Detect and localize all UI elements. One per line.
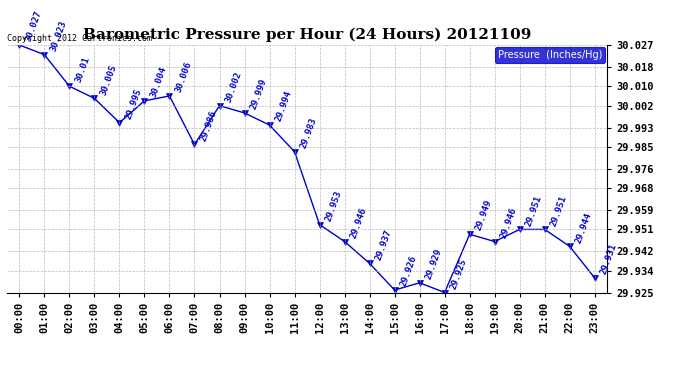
Text: 29.931: 29.931	[599, 242, 618, 276]
Title: Barometric Pressure per Hour (24 Hours) 20121109: Barometric Pressure per Hour (24 Hours) …	[83, 28, 531, 42]
Text: 30.002: 30.002	[224, 70, 243, 104]
Text: 29.946: 29.946	[499, 206, 518, 239]
Text: 30.004: 30.004	[148, 65, 168, 99]
Text: 29.951: 29.951	[524, 194, 543, 227]
Text: 29.949: 29.949	[474, 199, 493, 232]
Text: 30.01: 30.01	[74, 56, 91, 84]
Text: 29.929: 29.929	[424, 247, 443, 280]
Text: 29.995: 29.995	[124, 87, 143, 120]
Legend: Pressure  (Inches/Hg): Pressure (Inches/Hg)	[495, 47, 605, 63]
Text: 29.944: 29.944	[574, 211, 593, 244]
Text: 29.951: 29.951	[549, 194, 569, 227]
Text: 29.953: 29.953	[324, 189, 343, 222]
Text: 30.005: 30.005	[99, 63, 118, 96]
Text: 29.937: 29.937	[374, 228, 393, 261]
Text: Copyright 2012 Cartronics.com: Copyright 2012 Cartronics.com	[7, 33, 152, 42]
Text: 29.986: 29.986	[199, 109, 218, 142]
Text: 29.983: 29.983	[299, 116, 318, 150]
Text: 29.925: 29.925	[448, 257, 469, 290]
Text: 29.999: 29.999	[248, 77, 268, 111]
Text: 29.926: 29.926	[399, 255, 418, 288]
Text: 29.946: 29.946	[348, 206, 368, 239]
Text: 30.023: 30.023	[48, 19, 68, 53]
Text: 30.027: 30.027	[23, 9, 43, 43]
Text: 29.994: 29.994	[274, 90, 293, 123]
Text: 30.006: 30.006	[174, 60, 193, 94]
